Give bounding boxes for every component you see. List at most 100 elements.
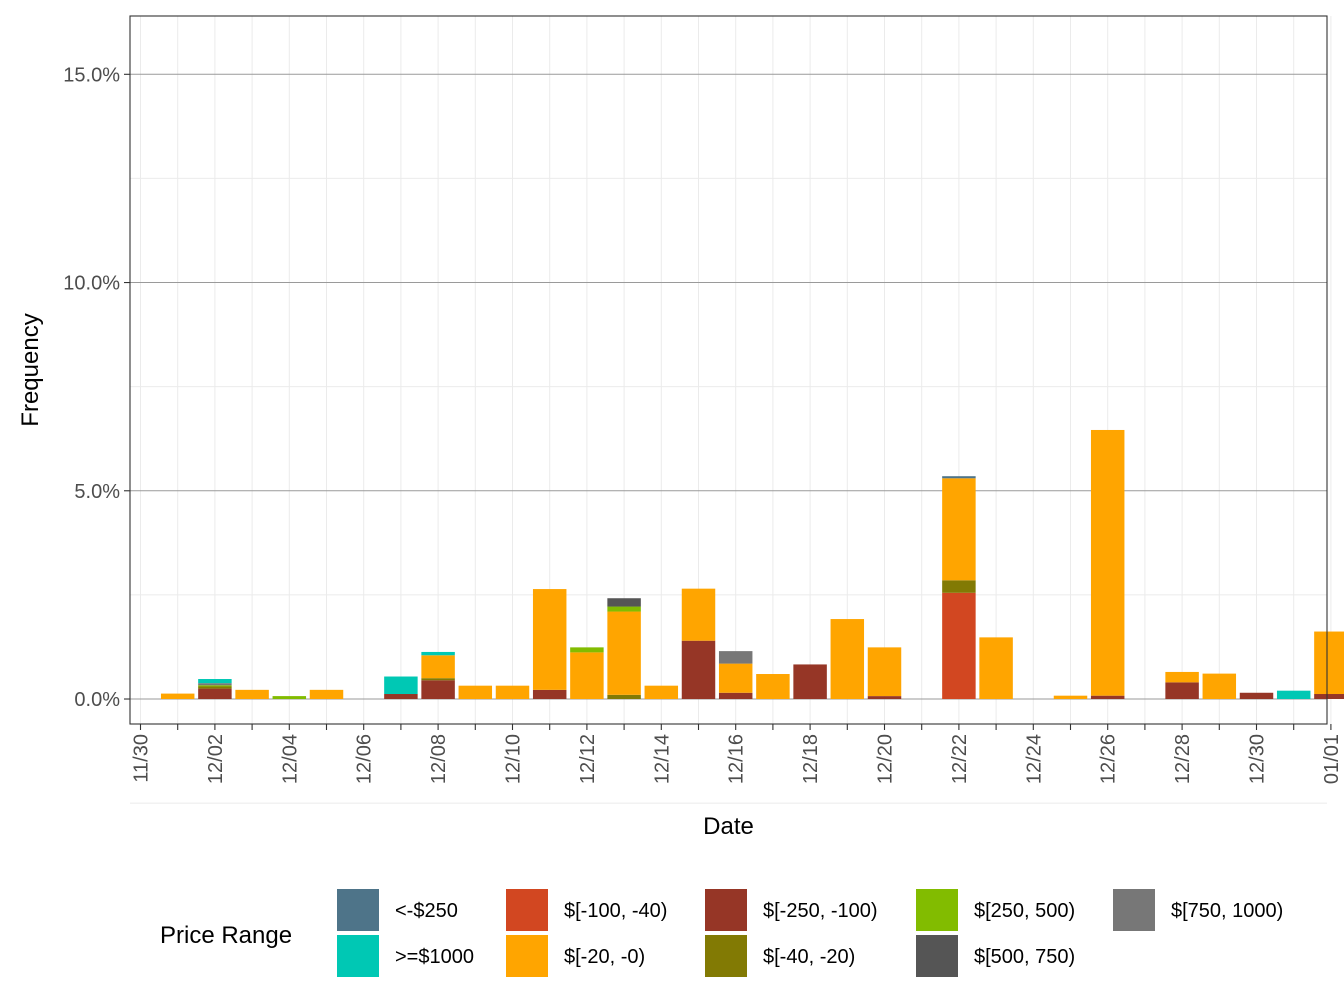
bar-segment bbox=[198, 685, 232, 687]
bar-segment bbox=[979, 637, 1013, 700]
y-axis: 0.0% 5.0% 10.0% 15.0% bbox=[63, 64, 130, 711]
legend-swatch bbox=[337, 889, 379, 931]
x-axis-title: Date bbox=[703, 813, 754, 840]
legend-label: $[-40, -20) bbox=[763, 946, 855, 968]
bar-segment bbox=[1202, 673, 1237, 700]
legend-label: <-$250 bbox=[395, 900, 458, 922]
bar-segment bbox=[495, 685, 530, 700]
panel-border bbox=[129, 15, 1328, 725]
bar-segment bbox=[198, 686, 232, 689]
bar-segment bbox=[942, 476, 976, 479]
x-tick-label: 12/08 bbox=[428, 734, 450, 784]
x-tick-label: 12/20 bbox=[875, 734, 897, 784]
bar-segment bbox=[235, 689, 269, 700]
x-tick-label: 12/14 bbox=[651, 734, 673, 784]
y-tick-label: 5.0% bbox=[74, 481, 120, 503]
bar-segment bbox=[198, 679, 232, 684]
bar-segment bbox=[309, 689, 344, 700]
bar-segment bbox=[421, 680, 455, 700]
legend-label: $[500, 750) bbox=[974, 946, 1075, 968]
bar-segment bbox=[198, 683, 232, 686]
bar-segment bbox=[867, 647, 902, 697]
legend-title: Price Range bbox=[160, 922, 292, 949]
bar-segment bbox=[1165, 682, 1199, 700]
bar-segment bbox=[867, 696, 902, 700]
bar-segment bbox=[570, 647, 604, 653]
legend-swatch bbox=[705, 889, 747, 931]
bar-segment bbox=[272, 696, 307, 700]
bar-segment bbox=[1165, 671, 1199, 683]
legend-swatch bbox=[916, 935, 958, 977]
legend-label: $[750, 1000) bbox=[1171, 900, 1283, 922]
legend-swatch bbox=[506, 889, 548, 931]
legend: Price Range <-$250 >=$1000 $[-100, -40) $[-… bbox=[160, 889, 1283, 977]
bar-segment bbox=[421, 651, 455, 656]
y-tick-label: 10.0% bbox=[63, 273, 120, 295]
bar-segment bbox=[1090, 429, 1125, 696]
bar-segment bbox=[532, 689, 567, 700]
bar-segment bbox=[198, 688, 232, 700]
bar-segment bbox=[681, 640, 716, 700]
x-tick-label: 12/12 bbox=[577, 734, 599, 784]
bar-segment bbox=[1276, 690, 1311, 700]
bar-segment bbox=[793, 664, 827, 700]
x-tick-label: 12/04 bbox=[279, 734, 301, 784]
x-tick-label: 01/01 bbox=[1321, 734, 1343, 784]
bar-segment bbox=[607, 611, 641, 695]
x-tick-label: 12/22 bbox=[949, 734, 971, 784]
bar-segment bbox=[421, 655, 455, 679]
y-axis-title: Frequency bbox=[17, 313, 44, 426]
legend-label: $[250, 500) bbox=[974, 900, 1075, 922]
bar-segment bbox=[570, 652, 604, 700]
legend-swatch bbox=[506, 935, 548, 977]
bar-segment bbox=[644, 685, 679, 700]
bar-segment bbox=[681, 588, 716, 641]
legend-label: $[-100, -40) bbox=[564, 900, 667, 922]
bar-segment bbox=[1090, 695, 1125, 700]
x-tick-label: 12/28 bbox=[1172, 734, 1194, 784]
x-tick-label: 12/10 bbox=[503, 734, 525, 784]
x-tick-label: 12/02 bbox=[205, 734, 227, 784]
bar-segment bbox=[756, 674, 790, 700]
bar-segment bbox=[718, 663, 753, 693]
bar-segment bbox=[607, 606, 641, 612]
bar-segment bbox=[607, 694, 641, 700]
bar-segment bbox=[942, 580, 976, 593]
bar-segment bbox=[942, 478, 976, 581]
bar-segment bbox=[1053, 695, 1088, 700]
bar-segment bbox=[830, 619, 865, 700]
bar-segment bbox=[718, 692, 753, 700]
x-tick-label: 12/16 bbox=[726, 734, 748, 784]
bar-segment bbox=[1314, 694, 1344, 700]
bar-segment bbox=[384, 676, 418, 695]
bar-segment bbox=[1314, 631, 1344, 695]
legend-swatch bbox=[337, 935, 379, 977]
legend-swatch bbox=[705, 935, 747, 977]
x-tick-label: 12/18 bbox=[800, 734, 822, 784]
bar-segment bbox=[718, 651, 753, 664]
bar-segment bbox=[607, 598, 641, 607]
legend-label: >=$1000 bbox=[395, 946, 474, 968]
bar-segment bbox=[1239, 692, 1274, 700]
x-tick-label: 12/06 bbox=[354, 734, 376, 784]
bar-segment bbox=[160, 693, 195, 700]
x-axis: 11/30 12/02 12/04 12/06 12/08 12/10 12/12 12/14… bbox=[131, 724, 1343, 784]
bar-segment bbox=[421, 678, 455, 681]
legend-swatch bbox=[1113, 889, 1155, 931]
x-tick-label: 11/30 bbox=[131, 734, 153, 783]
legend-swatch bbox=[916, 889, 958, 931]
y-tick-label: 15.0% bbox=[63, 64, 120, 86]
y-tick-label: 0.0% bbox=[74, 689, 120, 711]
x-tick-label: 12/30 bbox=[1247, 734, 1269, 784]
bar-segment bbox=[384, 694, 418, 700]
legend-label: $[-20, -0) bbox=[564, 946, 645, 968]
legend-label: $[-250, -100) bbox=[763, 900, 878, 922]
bar-segment bbox=[532, 589, 567, 690]
bars bbox=[160, 429, 1344, 700]
x-tick-label: 12/26 bbox=[1098, 734, 1120, 784]
bar-segment bbox=[942, 592, 976, 700]
x-tick-label: 12/24 bbox=[1023, 734, 1045, 784]
bar-segment bbox=[458, 685, 493, 700]
